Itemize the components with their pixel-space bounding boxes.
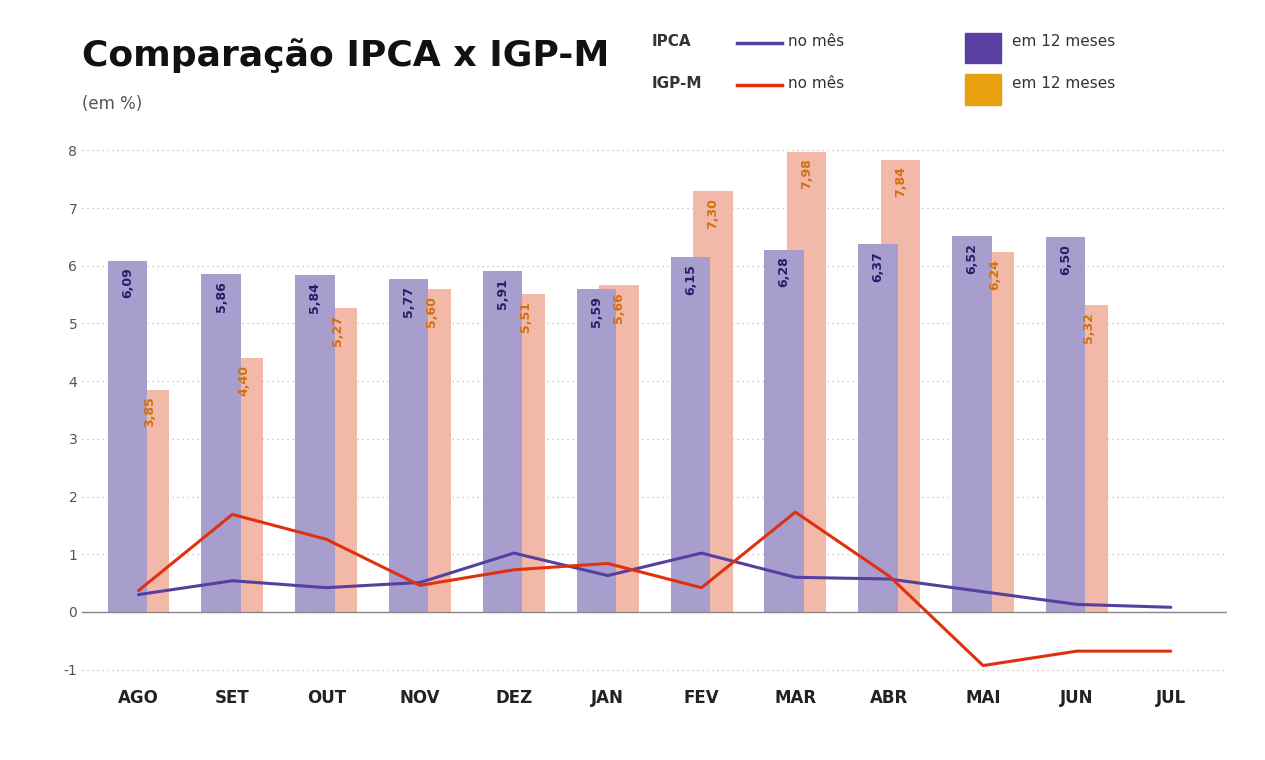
- Text: IGP-M: IGP-M: [651, 76, 702, 91]
- Bar: [390, 279, 429, 612]
- Text: 5,51: 5,51: [519, 301, 531, 332]
- Bar: [764, 249, 803, 612]
- Bar: [953, 236, 992, 612]
- Text: 7,30: 7,30: [706, 198, 720, 229]
- Bar: [1069, 305, 1108, 612]
- Text: 5,59: 5,59: [589, 296, 603, 328]
- Text: 5,84: 5,84: [309, 282, 321, 313]
- Text: 6,15: 6,15: [684, 264, 697, 295]
- Text: IPCA: IPCA: [651, 34, 691, 49]
- Text: 5,77: 5,77: [402, 286, 415, 317]
- Bar: [108, 261, 147, 612]
- Bar: [1046, 237, 1085, 612]
- Text: 5,27: 5,27: [331, 315, 344, 346]
- Bar: [130, 390, 170, 612]
- Bar: [693, 191, 732, 612]
- Text: no mês: no mês: [788, 76, 844, 91]
- Text: 5,32: 5,32: [1082, 312, 1094, 343]
- Text: no mês: no mês: [788, 34, 844, 49]
- Bar: [858, 245, 898, 612]
- Bar: [224, 358, 263, 612]
- Text: 6,24: 6,24: [988, 259, 1001, 290]
- Text: 3,85: 3,85: [143, 397, 157, 427]
- Bar: [787, 151, 826, 612]
- Bar: [880, 160, 920, 612]
- Text: 6,28: 6,28: [778, 257, 791, 287]
- Text: 5,86: 5,86: [215, 280, 228, 312]
- Text: 5,60: 5,60: [425, 296, 438, 327]
- Text: 6,37: 6,37: [872, 252, 884, 282]
- Text: 5,66: 5,66: [612, 293, 625, 323]
- Text: 6,52: 6,52: [965, 242, 978, 274]
- Bar: [506, 294, 545, 612]
- Bar: [318, 308, 357, 612]
- Text: 6,50: 6,50: [1059, 244, 1073, 275]
- Bar: [295, 275, 335, 612]
- Text: 6,09: 6,09: [120, 268, 134, 298]
- Text: em 12 meses: em 12 meses: [1012, 34, 1116, 49]
- Bar: [670, 257, 710, 612]
- Text: 4,40: 4,40: [237, 365, 250, 396]
- Bar: [974, 252, 1015, 612]
- Text: 7,84: 7,84: [894, 166, 907, 198]
- Bar: [600, 286, 639, 612]
- Text: 7,98: 7,98: [801, 159, 813, 189]
- Bar: [577, 290, 616, 612]
- Bar: [483, 271, 522, 612]
- Text: (em %): (em %): [82, 95, 143, 113]
- Text: em 12 meses: em 12 meses: [1012, 76, 1116, 91]
- Bar: [411, 289, 452, 612]
- Bar: [201, 274, 240, 612]
- Text: 5,91: 5,91: [496, 278, 509, 309]
- Text: Comparação IPCA x IGP-M: Comparação IPCA x IGP-M: [82, 38, 610, 73]
